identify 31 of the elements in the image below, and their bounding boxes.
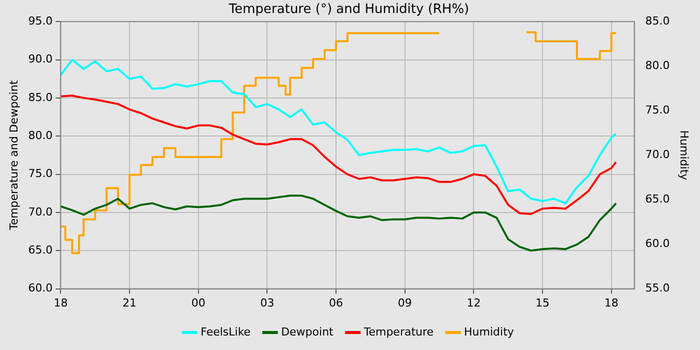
x-tick-label: 18 bbox=[54, 296, 68, 310]
y2-tick-label: 65.0 bbox=[645, 192, 670, 206]
y2-tick-label: 55.0 bbox=[645, 282, 670, 295]
y-tick-label: 90.0 bbox=[28, 52, 53, 66]
y-tick-label: 70.0 bbox=[28, 205, 53, 218]
x-tick-label: 18 bbox=[604, 296, 618, 310]
y2-tick-label: 85.0 bbox=[645, 14, 670, 28]
legend-label: Dewpoint bbox=[281, 325, 334, 338]
legend-label: Temperature bbox=[362, 325, 434, 338]
x-tick-label: 21 bbox=[122, 296, 137, 310]
x-tick-label: 12 bbox=[466, 296, 481, 310]
y2-axis-title: Humidity bbox=[678, 130, 691, 181]
y2-tick-label: 80.0 bbox=[645, 58, 670, 72]
y-tick-label: 85.0 bbox=[28, 90, 53, 104]
x-tick-label: 06 bbox=[329, 296, 344, 310]
y-tick-label: 60.0 bbox=[28, 282, 53, 295]
y-tick-label: 95.0 bbox=[28, 14, 53, 28]
y2-tick-label: 70.0 bbox=[645, 148, 670, 162]
legend-label: Humidity bbox=[464, 325, 514, 338]
y-tick-label: 75.0 bbox=[28, 167, 53, 180]
y2-tick-label: 60.0 bbox=[645, 237, 670, 250]
y2-tick-label: 75.0 bbox=[645, 104, 670, 117]
x-tick-label: 00 bbox=[191, 296, 206, 310]
y-axis-title: Temperature and Dewpoint bbox=[7, 80, 20, 232]
chart-title: Temperature (°) and Humidity (RH%) bbox=[228, 2, 470, 18]
y-tick-label: 80.0 bbox=[28, 128, 53, 142]
x-tick-label: 15 bbox=[536, 296, 550, 310]
x-tick-label: 09 bbox=[398, 296, 412, 310]
y-tick-label: 65.0 bbox=[28, 243, 53, 256]
x-tick-label: 03 bbox=[260, 296, 274, 310]
legend-label: FeelsLike bbox=[200, 325, 251, 338]
